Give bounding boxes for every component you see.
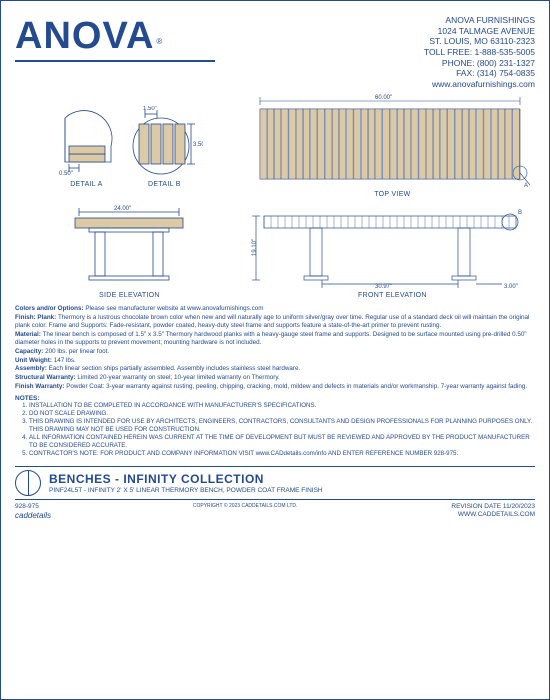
side-elev-label: SIDE ELEVATION xyxy=(15,292,244,299)
company-web: www.anovafurnishings.com xyxy=(424,79,535,90)
front-dim-leg: 3.00" xyxy=(504,284,518,289)
footer-revision: REVISION DATE 11/20/2023 xyxy=(451,503,535,510)
detail-b-dim-top: 1.50" xyxy=(143,106,157,112)
footer-2: caddetails WWW.CADDETAILS.COM xyxy=(15,511,535,520)
side-elev-svg: 24.00" xyxy=(19,204,239,289)
detail-a-label: DETAIL A xyxy=(55,181,117,188)
spec-finishw-label: Finish Warranty: xyxy=(15,383,64,390)
front-elev-svg: 19.10" 30.97" 3.00" B xyxy=(250,204,530,289)
svg-text:A: A xyxy=(524,183,528,188)
detail-b-svg: 1.50" 3.50" xyxy=(125,106,203,178)
note-item: ALL INFORMATION CONTAINED HEREIN WAS CUR… xyxy=(29,434,535,450)
detail-a-dim: 0.50" xyxy=(59,171,73,177)
title-block-title: BENCHES - INFINITY COLLECTION xyxy=(49,472,535,486)
detail-a: 0.50" DETAIL A xyxy=(55,106,117,188)
company-name: ANOVA FURNISHINGS xyxy=(424,15,535,26)
logo-text: ANOVA xyxy=(15,15,154,58)
spec-capacity-label: Capacity: xyxy=(15,348,43,355)
company-addr2: ST. LOUIS, MO 63110-2323 xyxy=(424,36,535,47)
logo-block: ANOVA ® xyxy=(15,15,215,70)
detail-b-dim-side: 3.50" xyxy=(193,142,203,148)
spec-assembly: Each linear section ships partially asse… xyxy=(49,365,301,372)
top-view-label: TOP VIEW xyxy=(250,191,535,198)
drawings-row-2: 24.00" SIDE ELEVATION 19.10" xyxy=(15,204,535,299)
logo-reg: ® xyxy=(156,37,162,46)
footer: 928-975 COPYRIGHT © 2023 CADDETAILS.COM … xyxy=(15,503,535,510)
header: ANOVA ® ANOVA FURNISHINGS 1024 TALMAGE A… xyxy=(15,15,535,89)
specs: Colors and/or Options: Please see manufa… xyxy=(15,305,535,391)
spec-weight-label: Unit Weight: xyxy=(15,357,52,364)
title-block: BENCHES - INFINITY COLLECTION PINF24L5T … xyxy=(15,466,535,500)
spec-struct-label: Structural Warranty: xyxy=(15,374,76,381)
drawings-row-1: 0.50" DETAIL A 1. xyxy=(15,93,535,198)
top-view-dim: 60.00" xyxy=(375,95,392,101)
spec-finish: Thermory is a lustrous chocolate brown c… xyxy=(15,314,529,329)
company-phone1: TOLL FREE: 1-888-535-5005 xyxy=(424,47,535,58)
detail-a-svg: 0.50" xyxy=(55,106,117,178)
front-dim-h: 19.10" xyxy=(252,239,258,256)
front-dim-gap: 30.97" xyxy=(375,284,392,289)
company-info: ANOVA FURNISHINGS 1024 TALMAGE AVENUE ST… xyxy=(424,15,535,89)
front-elev-label: FRONT ELEVATION xyxy=(250,292,535,299)
footer-copyright: COPYRIGHT © 2023 CADDETAILS.COM LTD. xyxy=(193,503,298,510)
note-item: INSTALLATION TO BE COMPLETED IN ACCORDAN… xyxy=(29,402,535,410)
top-view: 60.00" A TOP VIEW xyxy=(250,93,535,198)
company-fax: FAX: (314) 754-0835 xyxy=(424,68,535,79)
header-rule xyxy=(15,60,215,62)
footer-url: WWW.CADDETAILS.COM xyxy=(458,511,535,520)
note-item: THIS DRAWING IS INTENDED FOR USE BY ARCH… xyxy=(29,418,535,434)
svg-text:B: B xyxy=(518,210,522,216)
spec-weight: 147 lbs. xyxy=(54,357,76,364)
note-item: CONTRACTOR'S NOTE: FOR PRODUCT AND COMPA… xyxy=(29,450,535,458)
title-block-symbol xyxy=(15,470,41,496)
detail-b-label: DETAIL B xyxy=(125,181,203,188)
footer-caddetails: caddetails xyxy=(15,511,51,520)
spec-finishw: Powder Coat: 3-year warranty against rus… xyxy=(66,383,527,390)
spec-material: The linear bench is composed of 1.5" x 3… xyxy=(15,331,527,346)
detail-b: 1.50" 3.50" DETAIL B xyxy=(125,106,203,188)
footer-ref: 928-975 xyxy=(15,503,39,510)
spec-capacity: 200 lbs. per linear foot. xyxy=(45,348,109,355)
title-block-subtitle: PINF24L5T - INFINITY 2' X 5' LINEAR THER… xyxy=(49,487,535,494)
company-phone2: PHONE: (800) 231-1327 xyxy=(424,58,535,69)
company-addr1: 1024 TALMAGE AVENUE xyxy=(424,26,535,37)
note-item: DO NOT SCALE DRAWING. xyxy=(29,410,535,418)
spec-colors-label: Colors and/or Options: xyxy=(15,305,84,312)
spec-colors: Please see manufacturer website at www.a… xyxy=(85,305,263,312)
top-view-svg: 60.00" A xyxy=(250,93,530,188)
front-elevation: 19.10" 30.97" 3.00" B FRONT ELEVATION xyxy=(250,204,535,299)
side-elev-dim: 24.00" xyxy=(114,206,131,212)
notes-title: NOTES: xyxy=(15,395,535,402)
spec-material-label: Material: xyxy=(15,331,41,338)
spec-assembly-label: Assembly: xyxy=(15,365,47,372)
notes-list: INSTALLATION TO BE COMPLETED IN ACCORDAN… xyxy=(15,402,535,458)
side-elevation: 24.00" SIDE ELEVATION xyxy=(15,204,244,299)
spec-finish-label: Finish: Plank: xyxy=(15,314,56,321)
spec-struct: Limited 20-year warranty on steel; 10-ye… xyxy=(77,374,279,381)
